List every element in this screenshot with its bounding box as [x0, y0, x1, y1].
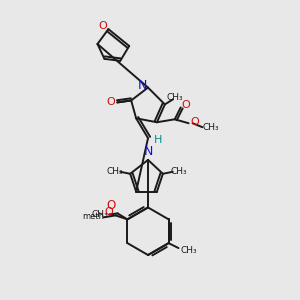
- Text: CH₃: CH₃: [92, 210, 108, 219]
- Text: CH₃: CH₃: [202, 123, 219, 132]
- Text: O: O: [190, 117, 199, 127]
- Text: N: N: [137, 79, 147, 92]
- Text: N: N: [143, 146, 153, 158]
- Text: CH₃: CH₃: [180, 246, 197, 255]
- Text: CH₃: CH₃: [106, 167, 123, 176]
- Text: O: O: [104, 207, 113, 218]
- Text: O: O: [106, 199, 115, 212]
- Text: O: O: [181, 100, 190, 110]
- Text: O: O: [98, 21, 107, 31]
- Text: CH₃: CH₃: [167, 93, 183, 102]
- Text: O: O: [106, 98, 115, 107]
- Text: H: H: [154, 135, 162, 145]
- Text: meth: meth: [83, 212, 105, 221]
- Text: CH₃: CH₃: [170, 167, 187, 176]
